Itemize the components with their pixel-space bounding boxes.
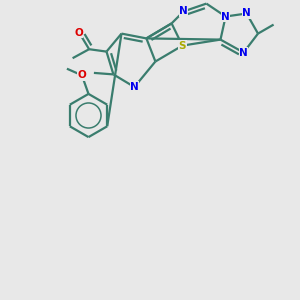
Text: N: N <box>239 47 248 58</box>
Text: S: S <box>179 40 186 51</box>
Text: N: N <box>179 6 188 16</box>
Text: N: N <box>221 11 230 22</box>
Text: O: O <box>74 28 83 38</box>
Text: N: N <box>130 82 139 92</box>
Text: N: N <box>242 8 251 19</box>
Text: O: O <box>77 70 86 80</box>
